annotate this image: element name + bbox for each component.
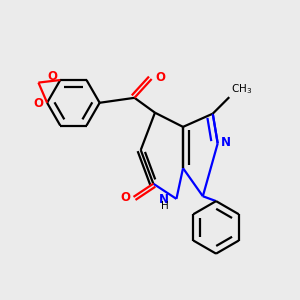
Text: O: O xyxy=(156,70,166,83)
Text: H: H xyxy=(161,201,169,211)
Text: O: O xyxy=(33,97,43,110)
Text: N: N xyxy=(159,193,169,206)
Text: N: N xyxy=(221,136,231,149)
Text: O: O xyxy=(121,191,131,204)
Text: CH$_3$: CH$_3$ xyxy=(231,82,252,96)
Text: O: O xyxy=(48,70,58,83)
